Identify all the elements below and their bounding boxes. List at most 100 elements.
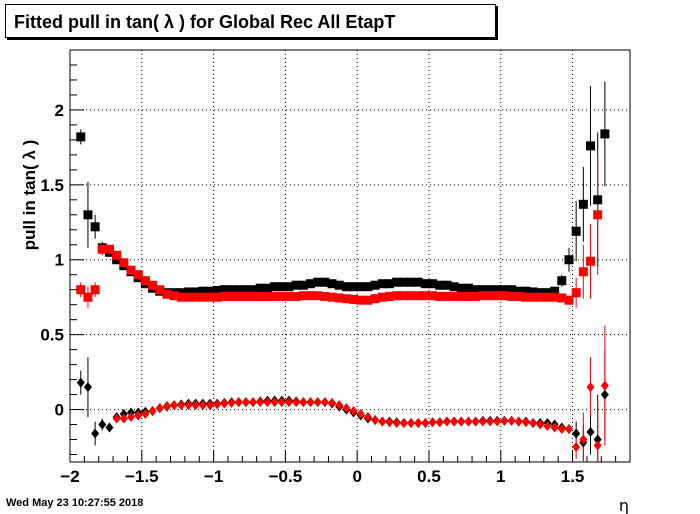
data-point-diamond <box>486 416 494 427</box>
data-point-square <box>205 286 215 296</box>
data-point-square <box>492 291 502 301</box>
data-point-diamond <box>579 434 588 445</box>
data-point-square <box>356 282 366 292</box>
data-point-diamond <box>184 400 193 411</box>
data-point-diamond <box>435 417 444 428</box>
data-point-diamond <box>292 397 301 408</box>
data-point-diamond <box>457 416 466 427</box>
data-point-diamond <box>328 397 337 408</box>
data-point-square <box>198 292 208 302</box>
data-point-diamond <box>98 419 107 430</box>
data-point-diamond <box>335 400 344 411</box>
data-point-diamond <box>313 397 322 408</box>
data-point-square <box>306 279 316 289</box>
data-point-diamond <box>220 398 229 409</box>
data-point-square <box>284 282 294 292</box>
data-point-square <box>255 291 265 301</box>
chart-title: Fitted pull in tan( λ ) for Global Rec A… <box>14 12 396 32</box>
data-point-diamond <box>536 419 545 430</box>
data-point-square <box>270 282 280 292</box>
data-point-square <box>420 291 430 301</box>
data-point-diamond <box>76 377 85 388</box>
data-point-square <box>148 280 158 290</box>
data-point-square <box>449 291 459 301</box>
data-point-square <box>97 244 107 254</box>
data-point-square <box>76 285 86 295</box>
data-point-square <box>586 141 596 151</box>
data-point-square <box>521 286 531 296</box>
data-point-square <box>586 256 596 266</box>
data-point-square <box>270 291 280 301</box>
data-point-square <box>428 291 438 301</box>
data-point-square <box>76 132 86 142</box>
data-point-square <box>90 222 100 232</box>
data-point-diamond <box>227 397 236 408</box>
chart-title-box: Fitted pull in tan( λ ) for Global Rec A… <box>5 4 496 38</box>
data-point-diamond <box>407 418 416 429</box>
data-point-diamond <box>600 389 609 400</box>
data-point-diamond <box>320 397 329 408</box>
data-point-square <box>578 267 588 277</box>
data-point-diamond <box>557 424 566 435</box>
data-point-diamond <box>500 415 509 426</box>
y-tick-label: 1.5 <box>40 176 64 195</box>
data-point-square <box>119 258 129 268</box>
data-point-square <box>241 291 251 301</box>
data-point-square <box>593 195 603 205</box>
data-point-diamond <box>414 418 423 429</box>
data-point-diamond <box>213 399 222 410</box>
data-point-diamond <box>593 434 602 445</box>
y-tick-label: 2 <box>55 101 64 120</box>
data-point-square <box>442 280 452 290</box>
data-point-square <box>471 285 481 295</box>
data-markers <box>76 129 610 453</box>
data-point-square <box>499 285 509 295</box>
data-point-diamond <box>550 422 559 433</box>
data-point-square <box>485 285 495 295</box>
data-point-square <box>370 294 380 304</box>
data-point-square <box>370 280 380 290</box>
data-point-square <box>140 276 150 286</box>
y-tick-label: 1 <box>55 251 64 270</box>
data-point-square <box>550 286 560 296</box>
data-point-square <box>277 291 287 301</box>
data-point-square <box>262 291 272 301</box>
data-point-diamond <box>586 382 595 393</box>
data-point-square <box>334 280 344 290</box>
data-point-square <box>313 291 323 301</box>
data-point-diamond <box>241 397 250 408</box>
data-point-square <box>277 282 287 292</box>
data-point-diamond <box>162 400 171 411</box>
data-point-square <box>341 282 351 292</box>
data-point-diamond <box>148 406 157 417</box>
data-point-square <box>542 292 552 302</box>
data-point-square <box>349 294 359 304</box>
data-point-square <box>363 295 373 305</box>
data-point-square <box>155 285 165 295</box>
data-point-diamond <box>521 417 530 428</box>
data-point-square <box>334 293 344 303</box>
data-point-square <box>478 291 488 301</box>
data-point-diamond <box>529 418 538 429</box>
data-point-square <box>234 285 244 295</box>
plot-border <box>69 49 631 463</box>
data-point-diamond <box>572 442 581 453</box>
data-point-square <box>420 279 430 289</box>
data-point-square <box>219 285 229 295</box>
data-point-square <box>392 277 402 287</box>
data-point-diamond <box>299 397 308 408</box>
data-point-square <box>341 294 351 304</box>
data-point-diamond <box>284 397 293 408</box>
data-point-diamond <box>263 397 272 408</box>
data-point-square <box>169 291 179 301</box>
data-point-diamond <box>306 397 315 408</box>
data-point-square <box>600 129 610 139</box>
data-point-diamond <box>177 400 186 411</box>
data-point-square <box>327 292 337 302</box>
tick-labels: −2 −1.5 −1 −0.5 0 0.5 1 1.5 0 0.5 1 1.5 2 <box>40 101 584 486</box>
data-point-square <box>162 289 172 299</box>
data-point-diamond <box>198 400 207 411</box>
data-point-square <box>384 291 394 301</box>
data-point-diamond <box>378 416 387 427</box>
